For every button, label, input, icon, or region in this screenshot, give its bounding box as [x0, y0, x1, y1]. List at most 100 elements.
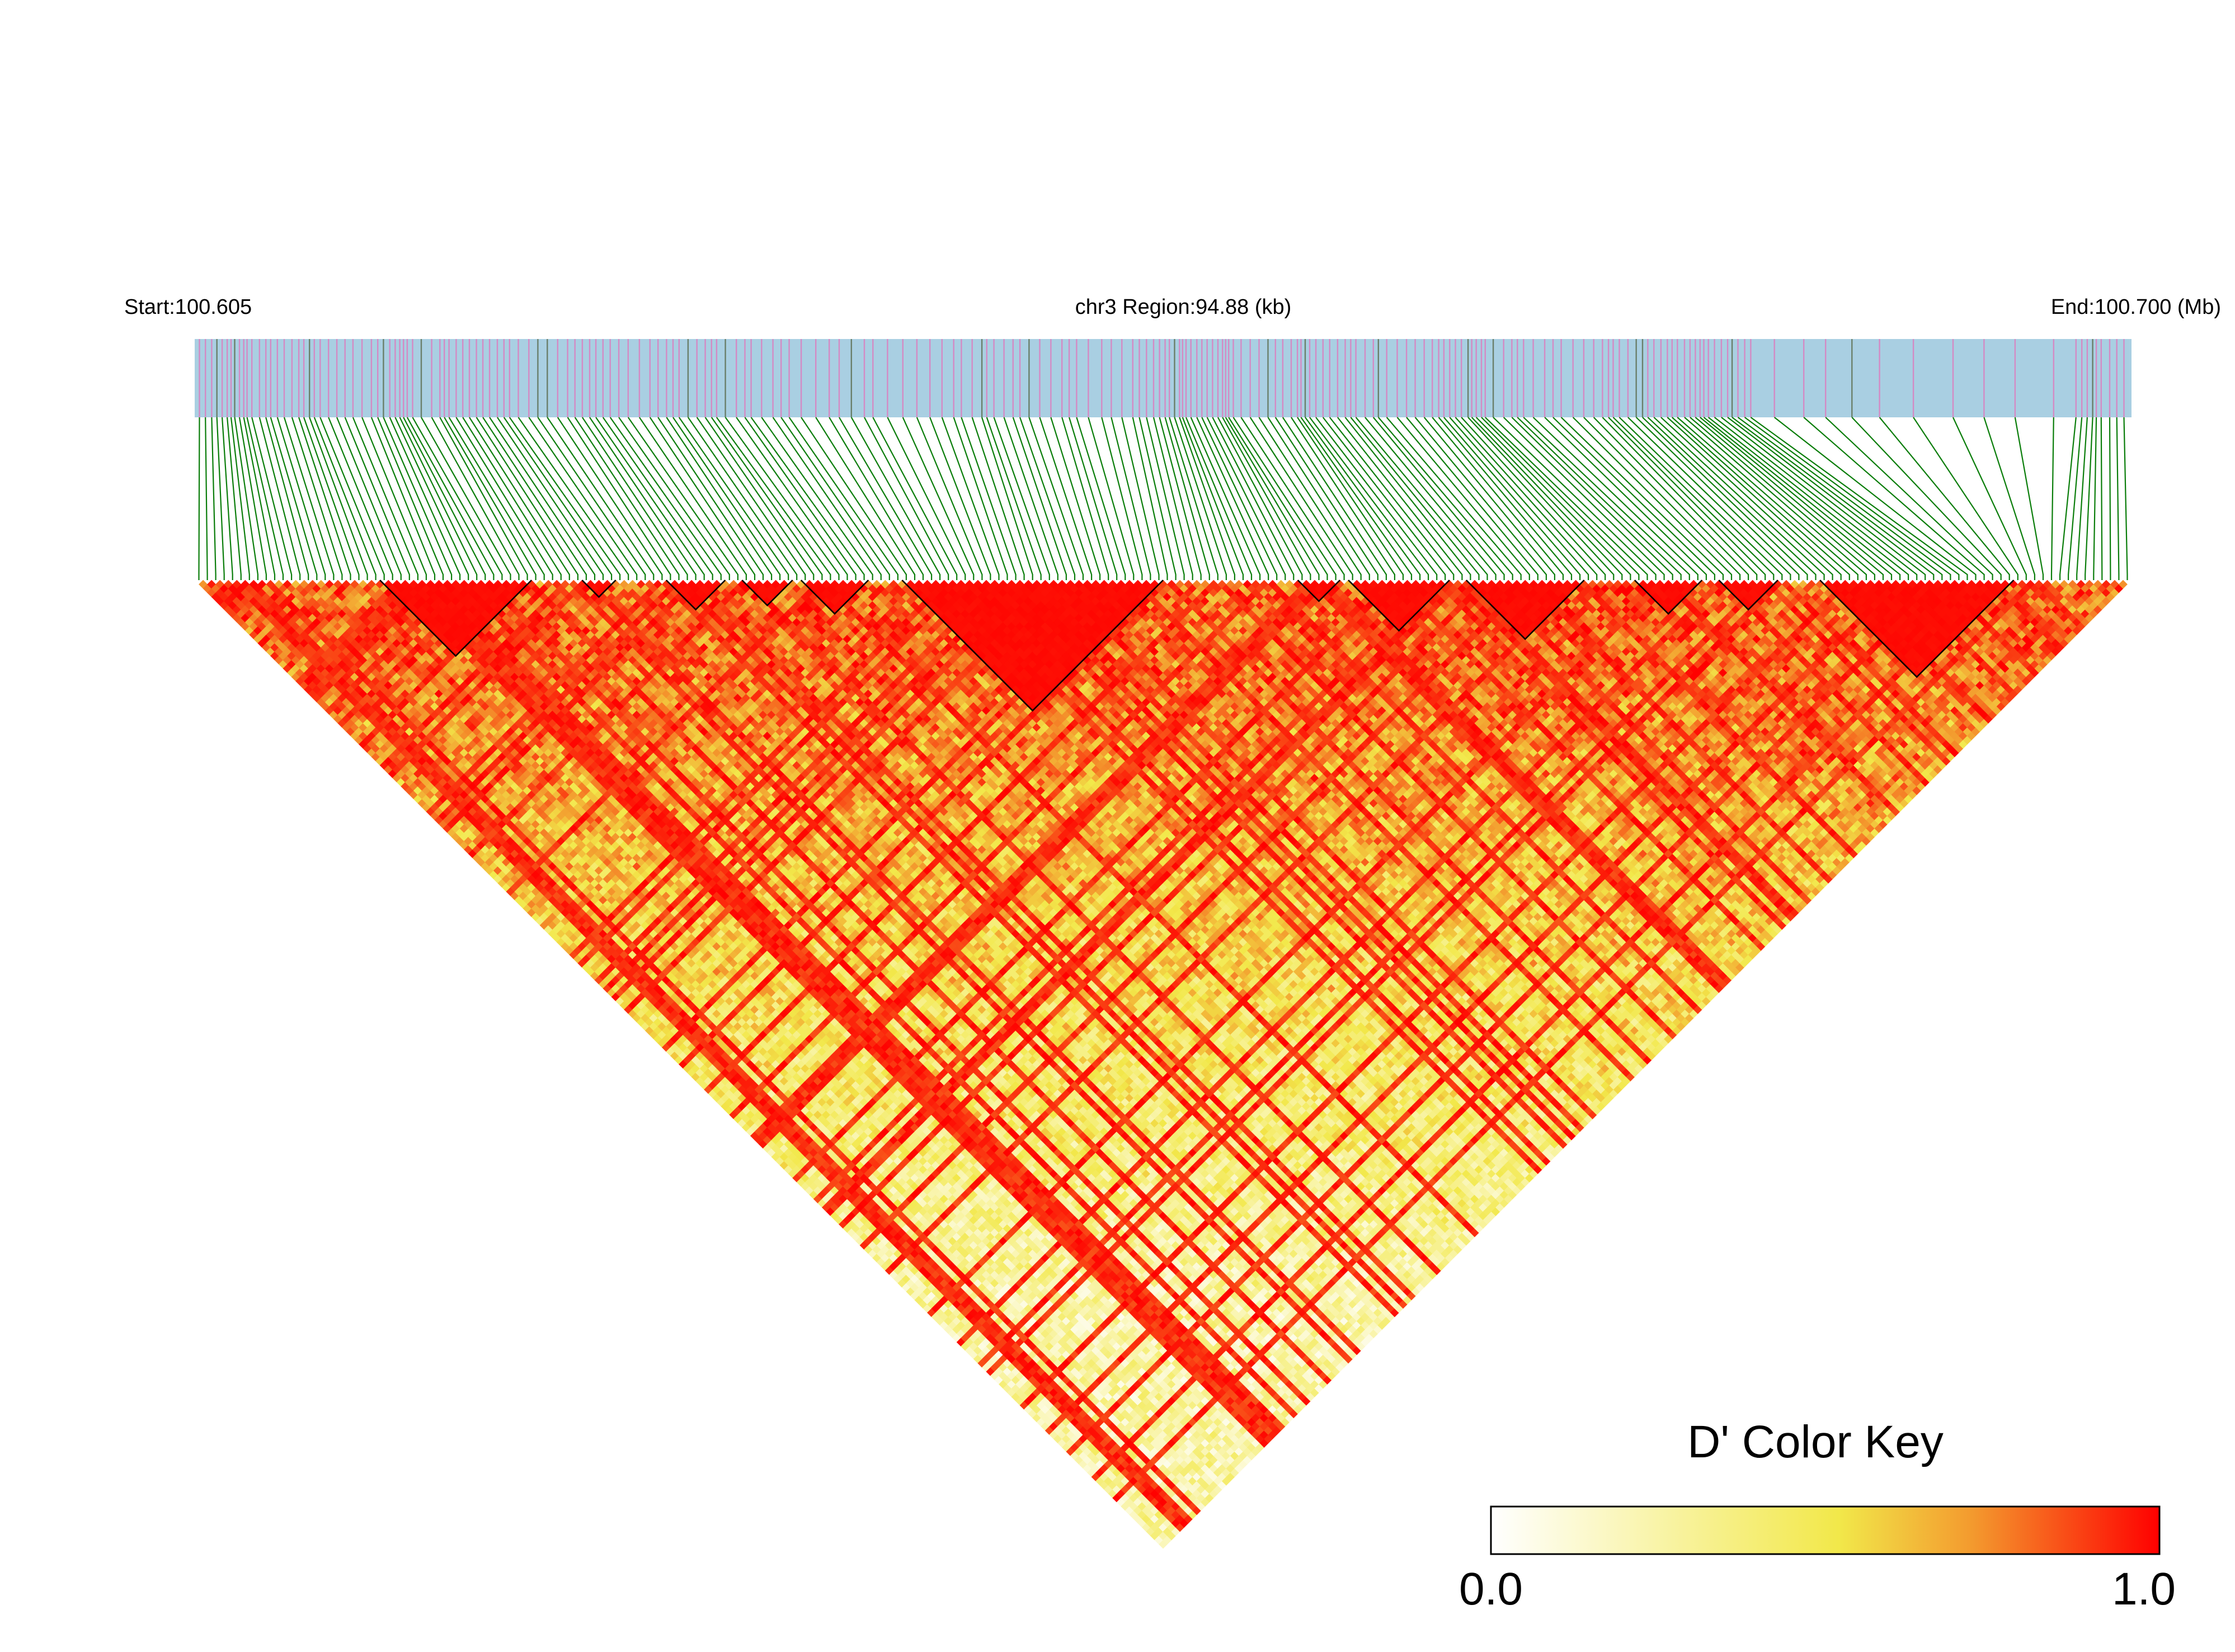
snp-connector — [1593, 417, 1749, 580]
snp-connector — [1300, 417, 1413, 580]
snp-connector — [319, 417, 385, 580]
snp-connector — [1249, 417, 1353, 580]
snp-connector — [1111, 417, 1151, 580]
snp-connector — [383, 417, 453, 580]
snp-connector — [1212, 417, 1295, 580]
snp-connector — [455, 417, 553, 580]
snp-connector — [406, 417, 495, 580]
region-start-label: Start:100.605 — [124, 295, 252, 319]
snp-connector — [243, 417, 276, 580]
snp-connector — [589, 417, 697, 580]
snp-tick-marks — [199, 339, 2125, 417]
snp-connector — [1660, 417, 1833, 580]
snp-connector — [839, 417, 933, 580]
snp-connector — [595, 417, 705, 580]
snp-connector — [1485, 417, 1648, 580]
snp-connector — [696, 417, 806, 580]
snp-connector — [1196, 417, 1269, 580]
snp-connector — [1305, 417, 1421, 580]
snp-connector — [222, 417, 233, 580]
snp-connector — [986, 417, 1042, 580]
snp-connector — [1438, 417, 1573, 580]
snp-connector — [1731, 417, 1943, 580]
snp-connector — [1069, 417, 1118, 580]
snp-connector — [389, 417, 461, 580]
snp-connector — [1414, 417, 1547, 580]
snp-connector — [205, 417, 208, 580]
snp-connector — [448, 417, 545, 580]
snp-connector — [2050, 417, 2054, 580]
snp-connector — [1146, 417, 1185, 580]
snp-connector — [602, 417, 713, 580]
snp-connector — [1228, 417, 1328, 580]
snp-connector — [528, 417, 638, 580]
snp-connector — [291, 417, 343, 580]
snp-connector — [1291, 417, 1395, 580]
snp-connector — [1532, 417, 1698, 580]
snp-connector — [1583, 417, 1741, 580]
snp-connector — [303, 417, 360, 580]
snp-connector — [1217, 417, 1303, 580]
snp-connector — [547, 417, 655, 580]
snp-connector — [1012, 417, 1067, 580]
snp-connector — [1050, 417, 1101, 580]
snp-connector — [1552, 417, 1715, 580]
snp-connector — [1672, 417, 1850, 580]
snp-connector — [716, 417, 831, 580]
snp-connector — [1206, 417, 1286, 580]
snp-connector — [1727, 417, 1935, 580]
snp-connector — [238, 417, 267, 580]
snp-connector — [1455, 417, 1598, 580]
snp-connector — [1443, 417, 1581, 580]
snp-connector — [657, 417, 764, 580]
snp-connector — [704, 417, 815, 580]
snp-connector — [1225, 417, 1320, 580]
snp-connector — [1169, 417, 1218, 580]
snp-connector — [961, 417, 1017, 580]
snp-connector — [829, 417, 924, 580]
snp-connector — [1721, 417, 1926, 580]
snp-connector — [750, 417, 865, 580]
snp-connector — [1164, 417, 1210, 580]
snp-connector — [1232, 417, 1337, 580]
snp-connector — [1028, 417, 1084, 580]
snp-connector — [328, 417, 393, 580]
snp-connector — [1695, 417, 1884, 580]
snp-connector — [557, 417, 663, 580]
snp-connector — [1560, 417, 1724, 580]
snp-connector — [916, 417, 983, 580]
snp-connector — [439, 417, 528, 580]
snp-connector — [1481, 417, 1640, 580]
snp-connector — [2014, 417, 2044, 580]
snp-connector — [1282, 417, 1387, 580]
snp-connector — [234, 417, 258, 580]
snp-connector — [761, 417, 873, 580]
snp-connector — [1185, 417, 1253, 580]
snp-connector — [1190, 417, 1261, 580]
snp-connector — [1222, 417, 1311, 580]
snp-connector — [678, 417, 789, 580]
snp-connector — [469, 417, 570, 580]
snp-connector — [1750, 417, 1968, 580]
snp-connector — [1396, 417, 1530, 580]
snp-connector — [772, 417, 882, 580]
snp-connector — [2093, 417, 2097, 580]
snp-connector — [780, 417, 890, 580]
snp-connector — [1267, 417, 1370, 580]
snp-connector — [1386, 417, 1522, 580]
snp-connector — [941, 417, 1000, 580]
snp-connector — [1350, 417, 1480, 580]
gene-track-background — [195, 339, 2132, 417]
snp-connector — [412, 417, 503, 580]
snp-connector — [1132, 417, 1168, 580]
snp-connector — [1152, 417, 1193, 580]
snp-connector — [581, 417, 688, 580]
snp-connector — [431, 417, 520, 580]
snp-connector — [649, 417, 756, 580]
snp-connector — [1653, 417, 1825, 580]
snp-connector — [1322, 417, 1446, 580]
snp-connector — [1708, 417, 1909, 580]
snp-connector — [1608, 417, 1766, 580]
snp-connector — [2059, 417, 2077, 580]
snp-connector — [1019, 417, 1076, 580]
